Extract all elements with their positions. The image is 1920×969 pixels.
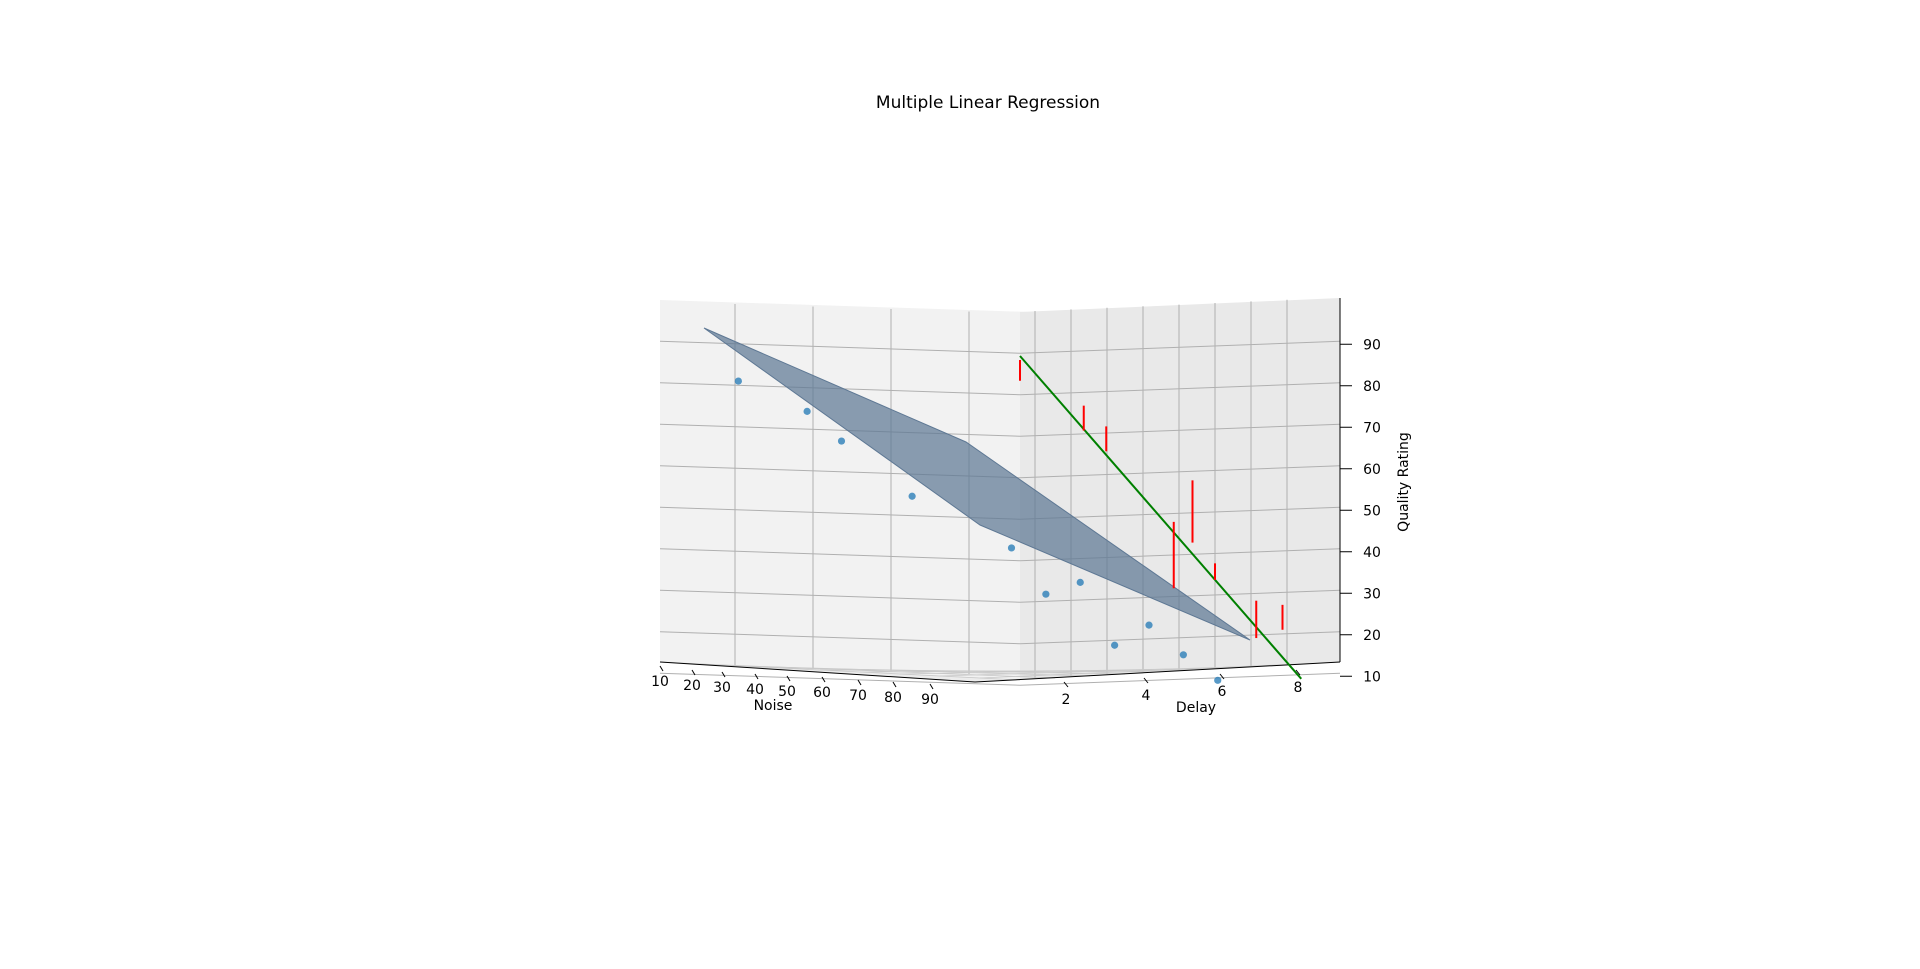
data-point <box>803 407 811 415</box>
x-tick <box>821 676 826 683</box>
grid-line <box>1019 672 1341 686</box>
tick-labels: 10 20 30 40 50 60 70 80 90 2 4 6 8 10 20 30 40 50 60 70 80 90 <box>651 337 1381 708</box>
data-point <box>1179 651 1187 659</box>
x-tick-label: 30 <box>713 680 731 696</box>
chart-title: Multiple Linear Regression <box>876 93 1100 113</box>
z-tick-label: 80 <box>1363 379 1381 395</box>
z-axis-label: Quality Rating <box>1396 432 1412 532</box>
grid-line <box>979 663 1301 679</box>
x-tick-label: 50 <box>778 684 796 700</box>
x-tick <box>721 671 726 678</box>
data-point <box>1145 621 1153 629</box>
x-tick-label: 80 <box>884 690 902 706</box>
grid-line <box>659 506 1021 520</box>
z-tick-label: 50 <box>1363 503 1381 519</box>
y-tick-label: 8 <box>1294 680 1303 696</box>
data-point <box>1042 590 1050 598</box>
y-axis <box>974 661 1341 683</box>
z-tick-label: 20 <box>1363 628 1381 644</box>
data-points <box>734 377 1222 684</box>
x-tick <box>754 673 759 680</box>
residual-lines <box>1019 360 1284 639</box>
data-point <box>1111 641 1119 649</box>
x-tick <box>659 665 664 672</box>
x-tick <box>892 681 897 688</box>
grid-line <box>659 423 1021 437</box>
x-tick-label: 20 <box>683 678 701 694</box>
x-tick-label: 90 <box>921 692 939 708</box>
z-tick-label: 30 <box>1363 586 1381 602</box>
y-tick-label: 6 <box>1218 684 1227 700</box>
y-tick-label: 4 <box>1142 688 1151 704</box>
fit-line <box>1019 355 1303 680</box>
data-point <box>1214 676 1222 684</box>
x-tick-label: 70 <box>849 688 867 704</box>
x-tick-label: 10 <box>651 674 669 690</box>
grid-line <box>659 589 1021 603</box>
grid-line <box>659 548 1021 562</box>
axes <box>659 298 1352 690</box>
data-point <box>1076 578 1084 586</box>
x-tick <box>929 683 934 690</box>
grid-line <box>859 669 1196 673</box>
z-tick-label: 10 <box>1363 669 1381 685</box>
x-tick-label: 60 <box>813 685 831 701</box>
grid-line <box>739 665 1091 677</box>
y-axis-label: Delay <box>1176 700 1216 716</box>
regression-plane <box>703 327 1251 641</box>
x-axis <box>659 661 976 683</box>
z-tick-label: 90 <box>1363 337 1381 353</box>
delay-wall-pane <box>1020 298 1340 680</box>
regression-plane-surface <box>703 327 1251 641</box>
noise-wall-pane <box>660 300 1030 680</box>
grid-line <box>659 340 1021 354</box>
y-tick <box>1143 677 1149 684</box>
x-tick <box>857 679 862 686</box>
z-tick-label: 60 <box>1363 462 1381 478</box>
x-axis-label: Noise <box>754 698 793 714</box>
grid-line <box>659 631 1021 645</box>
data-point <box>837 437 846 445</box>
x-tick <box>786 675 791 682</box>
z-tick-label: 70 <box>1363 420 1381 436</box>
y-tick <box>1295 669 1301 676</box>
data-point <box>734 377 742 385</box>
data-point <box>1007 544 1016 552</box>
axis-panes <box>660 298 1340 682</box>
grid-line <box>659 672 1021 686</box>
y-tick-label: 2 <box>1062 692 1071 708</box>
y-tick <box>1219 673 1225 680</box>
x-tick-label: 40 <box>746 682 764 698</box>
x-tick <box>691 669 696 676</box>
regression-fit-line <box>1019 355 1303 680</box>
y-tick <box>1063 681 1069 688</box>
data-point <box>908 492 916 500</box>
z-tick-label: 40 <box>1363 545 1381 561</box>
